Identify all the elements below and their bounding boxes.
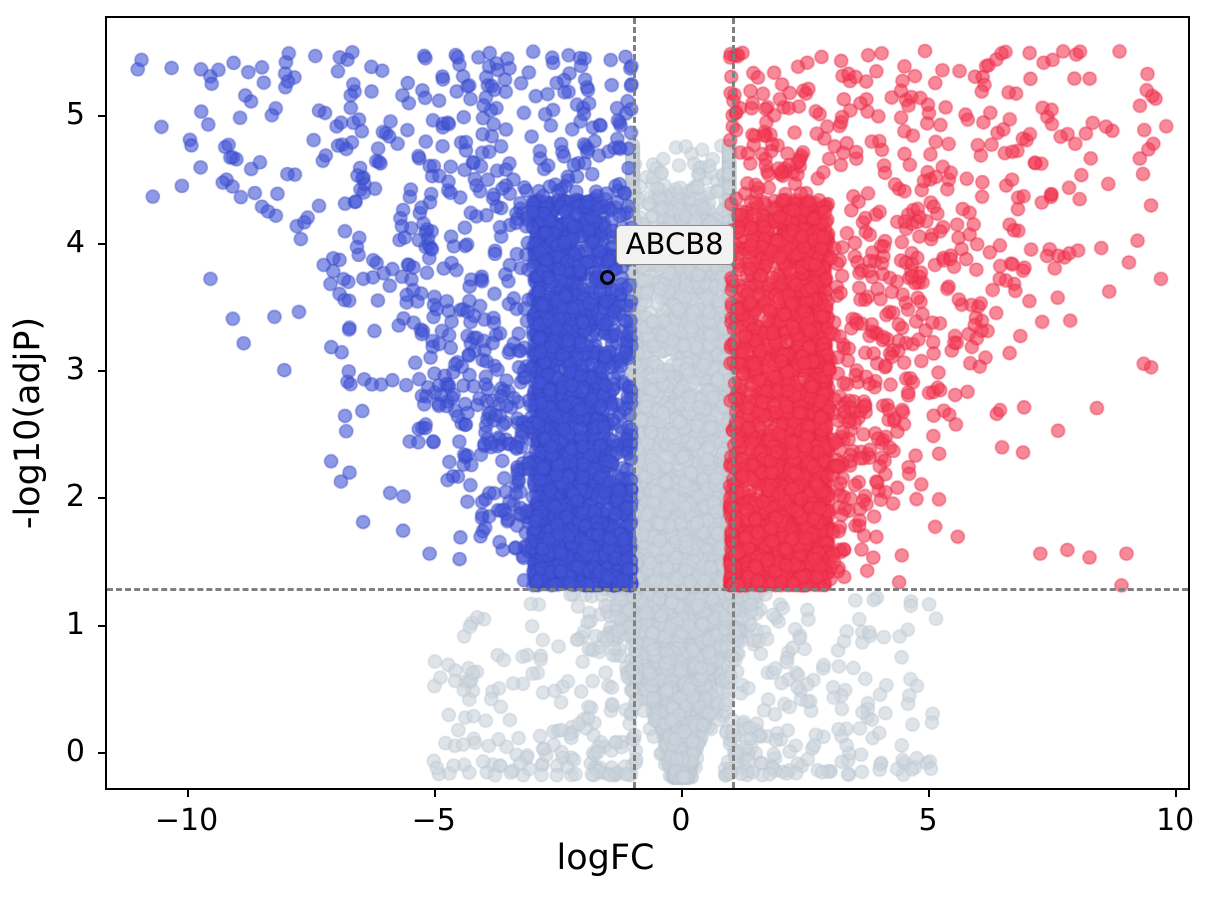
highlighted-gene-marker[interactable] bbox=[600, 270, 616, 286]
y-tick-label: 5 bbox=[65, 97, 85, 133]
x-tick-label: −10 bbox=[154, 803, 219, 838]
x-axis-label: logFC bbox=[556, 838, 655, 878]
x-tick-mark bbox=[433, 790, 436, 797]
y-tick-label: 0 bbox=[65, 733, 85, 769]
y-tick-label: 4 bbox=[65, 224, 85, 260]
x-tick-label: 0 bbox=[671, 803, 691, 838]
y-tick-label: 2 bbox=[65, 479, 85, 515]
x-tick-label: 10 bbox=[1156, 803, 1195, 838]
x-tick-mark bbox=[680, 790, 683, 797]
logfc-left-threshold-line bbox=[633, 18, 637, 788]
scatter-points-layer bbox=[107, 18, 1188, 788]
y-tick-mark bbox=[98, 497, 105, 500]
y-tick-mark bbox=[98, 624, 105, 627]
y-tick-mark bbox=[98, 369, 105, 372]
x-tick-label: 5 bbox=[918, 803, 938, 838]
gene-annotation-label: ABCB8 bbox=[615, 224, 734, 266]
x-tick-mark bbox=[928, 790, 931, 797]
pvalue-threshold-line bbox=[107, 588, 1188, 592]
logfc-right-threshold-line bbox=[732, 18, 736, 788]
y-axis-label: -log10(adjP) bbox=[8, 316, 48, 530]
y-tick-label: 3 bbox=[65, 351, 85, 387]
y-tick-mark bbox=[98, 242, 105, 245]
x-tick-mark bbox=[1175, 790, 1178, 797]
y-tick-label: 1 bbox=[65, 606, 85, 642]
y-tick-mark bbox=[98, 115, 105, 118]
x-tick-mark bbox=[186, 790, 189, 797]
x-tick-label: −5 bbox=[411, 803, 456, 838]
plot-area: ABCB8 bbox=[105, 16, 1190, 790]
y-tick-mark bbox=[98, 751, 105, 754]
